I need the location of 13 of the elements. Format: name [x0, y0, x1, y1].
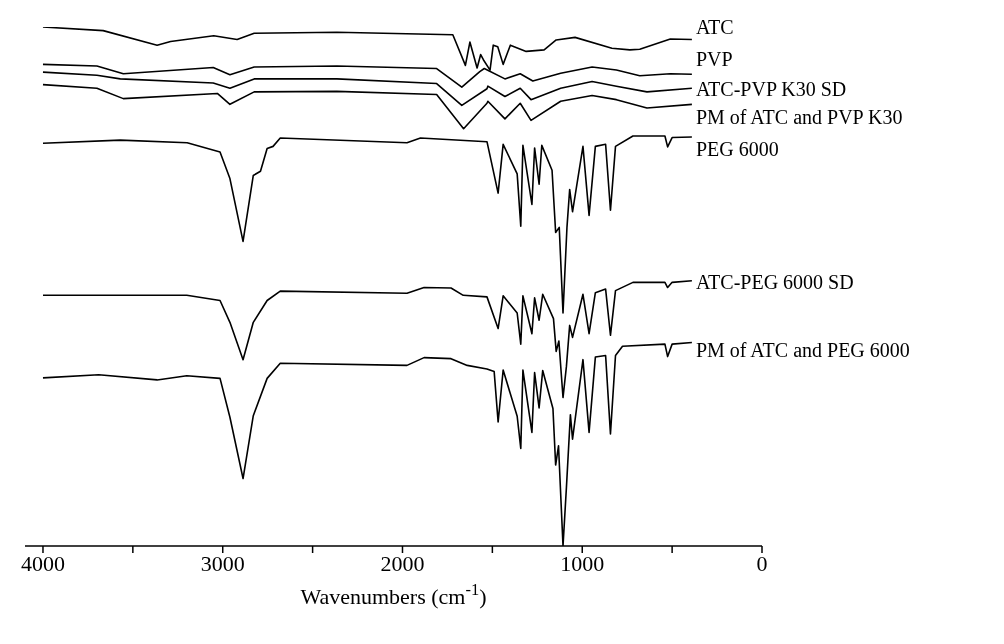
x-tick-label: 4000: [20, 550, 65, 576]
series-label: ATC-PEG 6000 SD: [695, 271, 854, 294]
series-label: PVP: [695, 47, 733, 70]
x-tick-label: 3000: [200, 550, 245, 576]
series-label: PEG 6000: [695, 137, 779, 160]
series-label: PM of ATC and PEG 6000: [695, 339, 910, 362]
x-tick-label: 1000: [560, 550, 605, 576]
x-axis-title: Wavenumbers (cm$^{-1}$): [300, 579, 487, 609]
x-tick-label: 0: [756, 550, 768, 576]
x-tick-label: 2000: [380, 550, 425, 576]
series-label: ATC-PVP K30 SD: [695, 77, 847, 100]
series-label: PM of ATC and PVP K30: [695, 105, 903, 128]
series-label: ATC: [695, 16, 734, 39]
